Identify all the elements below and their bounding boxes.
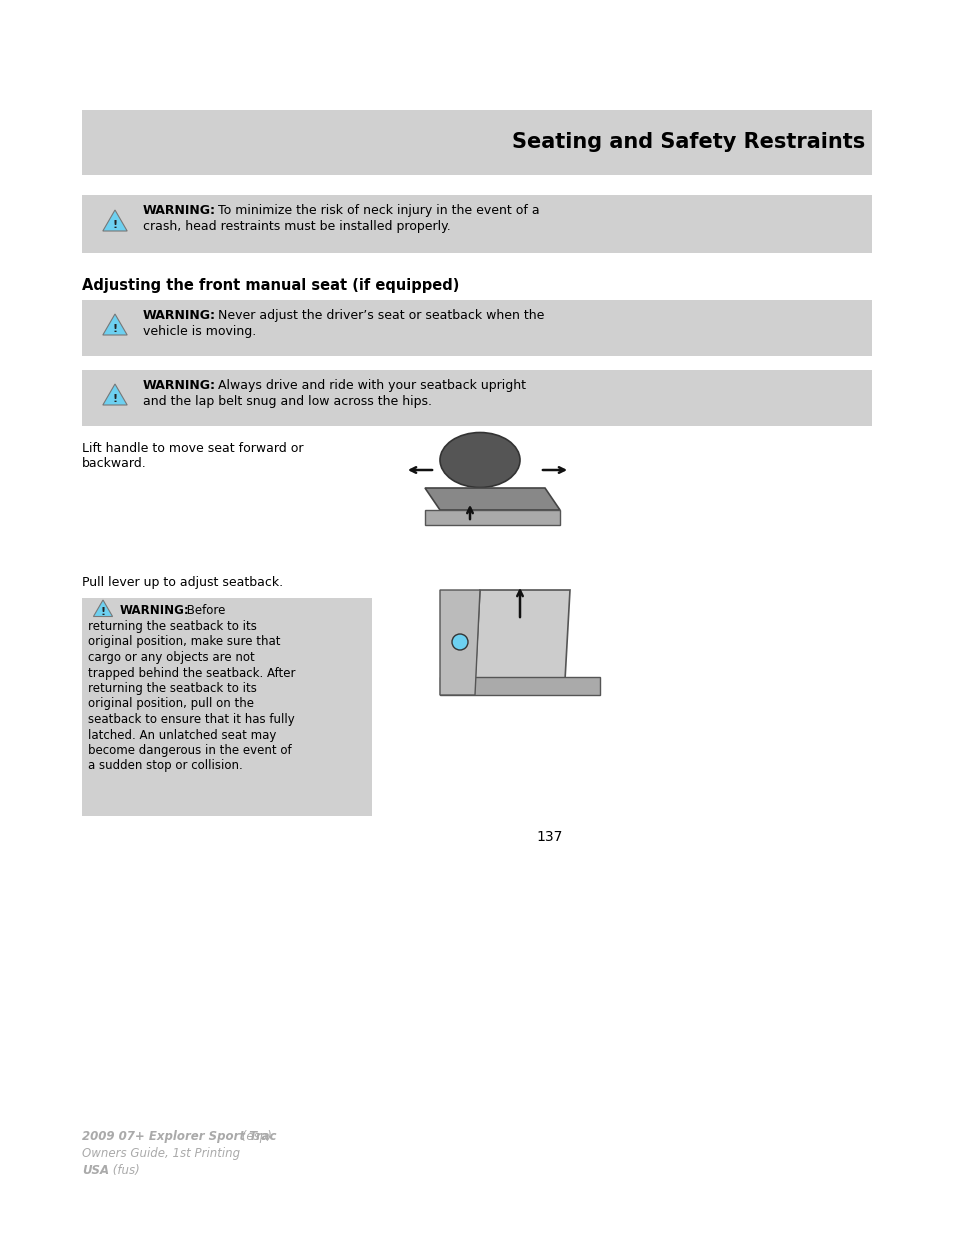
Text: Always drive and ride with your seatback upright: Always drive and ride with your seatback… (213, 379, 525, 391)
Bar (82, 110, 871, 175)
Text: Adjusting the front manual seat (if equipped): Adjusting the front manual seat (if equi… (82, 278, 459, 293)
Text: Owners Guide, 1st Printing: Owners Guide, 1st Printing (82, 1147, 240, 1160)
Text: To minimize the risk of neck injury in the event of a: To minimize the risk of neck injury in t… (213, 204, 539, 217)
Text: !: ! (112, 220, 117, 231)
Text: !: ! (100, 608, 106, 618)
Polygon shape (103, 384, 127, 405)
Text: WARNING:: WARNING: (120, 604, 190, 618)
Text: vehicle is moving.: vehicle is moving. (143, 325, 256, 338)
Text: original position, make sure that: original position, make sure that (88, 636, 280, 648)
Text: Never adjust the driver’s seat or seatback when the: Never adjust the driver’s seat or seatba… (213, 309, 544, 322)
Bar (439, 677, 599, 695)
Text: a sudden stop or collision.: a sudden stop or collision. (88, 760, 242, 773)
Bar (82, 598, 372, 816)
Circle shape (452, 634, 468, 650)
Bar (82, 195, 871, 253)
Polygon shape (93, 600, 112, 616)
Text: returning the seatback to its: returning the seatback to its (88, 620, 256, 634)
Text: returning the seatback to its: returning the seatback to its (88, 682, 256, 695)
Text: WARNING:: WARNING: (143, 379, 215, 391)
Polygon shape (103, 210, 127, 231)
Text: trapped behind the seatback. After: trapped behind the seatback. After (88, 667, 295, 679)
Text: WARNING:: WARNING: (143, 204, 215, 217)
Polygon shape (475, 590, 569, 680)
Text: !: ! (112, 325, 117, 335)
Text: original position, pull on the: original position, pull on the (88, 698, 253, 710)
Text: Before: Before (183, 604, 225, 618)
Polygon shape (424, 510, 559, 525)
Text: (fus): (fus) (109, 1165, 139, 1177)
Text: Seating and Safety Restraints: Seating and Safety Restraints (511, 132, 864, 152)
Text: crash, head restraints must be installed properly.: crash, head restraints must be installed… (143, 220, 450, 233)
Text: 137: 137 (537, 830, 562, 844)
Text: Pull lever up to adjust seatback.: Pull lever up to adjust seatback. (82, 576, 283, 589)
Text: 2009 07+ Explorer Sport Trac: 2009 07+ Explorer Sport Trac (82, 1130, 276, 1144)
Text: Lift handle to move seat forward or: Lift handle to move seat forward or (82, 442, 303, 454)
Text: cargo or any objects are not: cargo or any objects are not (88, 651, 254, 664)
Text: become dangerous in the event of: become dangerous in the event of (88, 743, 292, 757)
Ellipse shape (439, 432, 519, 488)
Text: USA: USA (82, 1165, 109, 1177)
Text: and the lap belt snug and low across the hips.: and the lap belt snug and low across the… (143, 395, 432, 408)
Polygon shape (424, 488, 559, 510)
Text: latched. An unlatched seat may: latched. An unlatched seat may (88, 729, 276, 741)
Text: !: ! (112, 394, 117, 404)
Text: backward.: backward. (82, 457, 147, 471)
Text: WARNING:: WARNING: (143, 309, 215, 322)
Text: (esp): (esp) (237, 1130, 272, 1144)
Text: seatback to ensure that it has fully: seatback to ensure that it has fully (88, 713, 294, 726)
Bar (82, 370, 871, 426)
Bar (82, 300, 871, 356)
Polygon shape (439, 590, 479, 695)
Polygon shape (103, 314, 127, 335)
